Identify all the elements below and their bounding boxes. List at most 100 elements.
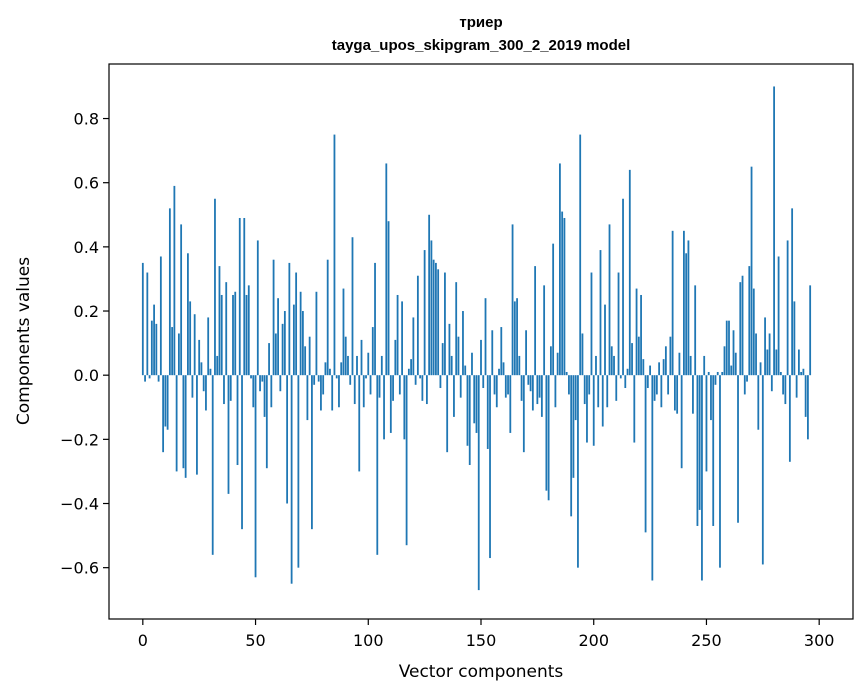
bar-122 (416, 275, 419, 376)
bar-88 (340, 362, 343, 376)
bar-22 (191, 375, 194, 398)
bar-283 (779, 371, 782, 376)
bar-251 (707, 371, 710, 376)
bar-62 (281, 323, 284, 376)
bar-110 (389, 375, 392, 433)
bar-174 (534, 266, 537, 376)
bar-208 (610, 346, 613, 376)
bar-247 (698, 375, 701, 510)
bar-206 (606, 375, 609, 408)
bar-229 (658, 362, 661, 376)
bar-285 (784, 375, 787, 405)
bar-26 (200, 362, 203, 376)
bar-70 (299, 291, 302, 376)
bar-61 (279, 375, 282, 392)
bar-198 (588, 375, 591, 395)
bar-132 (439, 375, 442, 389)
bar-155 (491, 330, 494, 376)
bar-150 (480, 339, 482, 376)
bar-172 (529, 375, 532, 392)
x-tick-label: 100 (353, 631, 384, 650)
bar-111 (392, 375, 394, 401)
bar-210 (615, 375, 618, 401)
bar-184 (556, 352, 559, 376)
bar-42 (236, 375, 239, 466)
x-tick-label: 200 (578, 631, 609, 650)
bar-257 (721, 371, 724, 376)
bar-223 (644, 375, 647, 533)
bar-3 (148, 375, 151, 379)
bar-140 (457, 336, 460, 376)
bar-72 (304, 346, 307, 376)
bar-142 (462, 311, 464, 376)
bar-207 (608, 224, 611, 376)
y-tick-label: 0.4 (74, 238, 99, 257)
bar-66 (290, 375, 293, 584)
bar-59 (274, 333, 277, 376)
y-tick-label: 0.2 (74, 302, 99, 321)
bar-82 (326, 259, 329, 376)
bar-25 (198, 339, 201, 376)
bar-276 (764, 317, 766, 376)
bar-20 (187, 253, 189, 376)
bar-241 (685, 253, 688, 376)
bar-129 (432, 259, 435, 376)
bar-121 (414, 375, 417, 385)
bar-99 (365, 375, 367, 379)
bar-204 (601, 375, 604, 427)
bar-291 (797, 349, 800, 376)
bar-255 (716, 371, 719, 376)
y-tick-label: 0.6 (74, 174, 99, 193)
bar-9 (162, 375, 165, 453)
bar-57 (270, 375, 273, 408)
bar-38 (227, 375, 230, 494)
bar-139 (455, 282, 458, 376)
bar-239 (680, 375, 683, 469)
bar-196 (583, 375, 586, 405)
bar-58 (272, 259, 275, 376)
bar-18 (182, 375, 185, 469)
bar-287 (788, 375, 791, 462)
bar-209 (613, 355, 615, 376)
bar-295 (807, 375, 809, 440)
bar-34 (218, 266, 221, 376)
bar-290 (795, 375, 798, 398)
bar-153 (486, 375, 489, 449)
x-tick-label: 150 (466, 631, 497, 650)
bar-231 (662, 359, 665, 376)
bar-192 (574, 375, 577, 421)
bar-272 (755, 333, 757, 376)
bar-186 (561, 211, 564, 376)
bar-137 (450, 355, 453, 376)
y-axis-ticks: −0.6 −0.4 −0.2 0.0 0.2 0.4 0.6 0.8 (60, 110, 109, 578)
bar-151 (482, 375, 485, 389)
bar-230 (660, 375, 663, 408)
bar-220 (637, 336, 640, 376)
bar-264 (737, 375, 739, 523)
bar-119 (410, 359, 413, 376)
bar-90 (344, 336, 347, 376)
bar-40 (232, 294, 234, 376)
bar-225 (649, 365, 651, 376)
plot-frame (108, 63, 854, 620)
bar-6 (155, 323, 158, 376)
bar-98 (362, 375, 365, 408)
bar-19 (184, 375, 187, 478)
bar-114 (398, 375, 401, 395)
bar-63 (283, 311, 286, 376)
bar-170 (525, 330, 527, 376)
bar-71 (301, 311, 304, 376)
bar-80 (322, 375, 325, 395)
bar-279 (770, 375, 773, 392)
bar-181 (549, 346, 552, 376)
bar-224 (646, 375, 649, 389)
bar-16 (177, 333, 180, 376)
bar-278 (768, 333, 771, 376)
bar-141 (459, 375, 462, 398)
bar-48 (250, 375, 252, 379)
bar-275 (761, 375, 764, 565)
bar-243 (689, 355, 692, 376)
bar-165 (513, 301, 516, 376)
bar-144 (466, 375, 469, 446)
